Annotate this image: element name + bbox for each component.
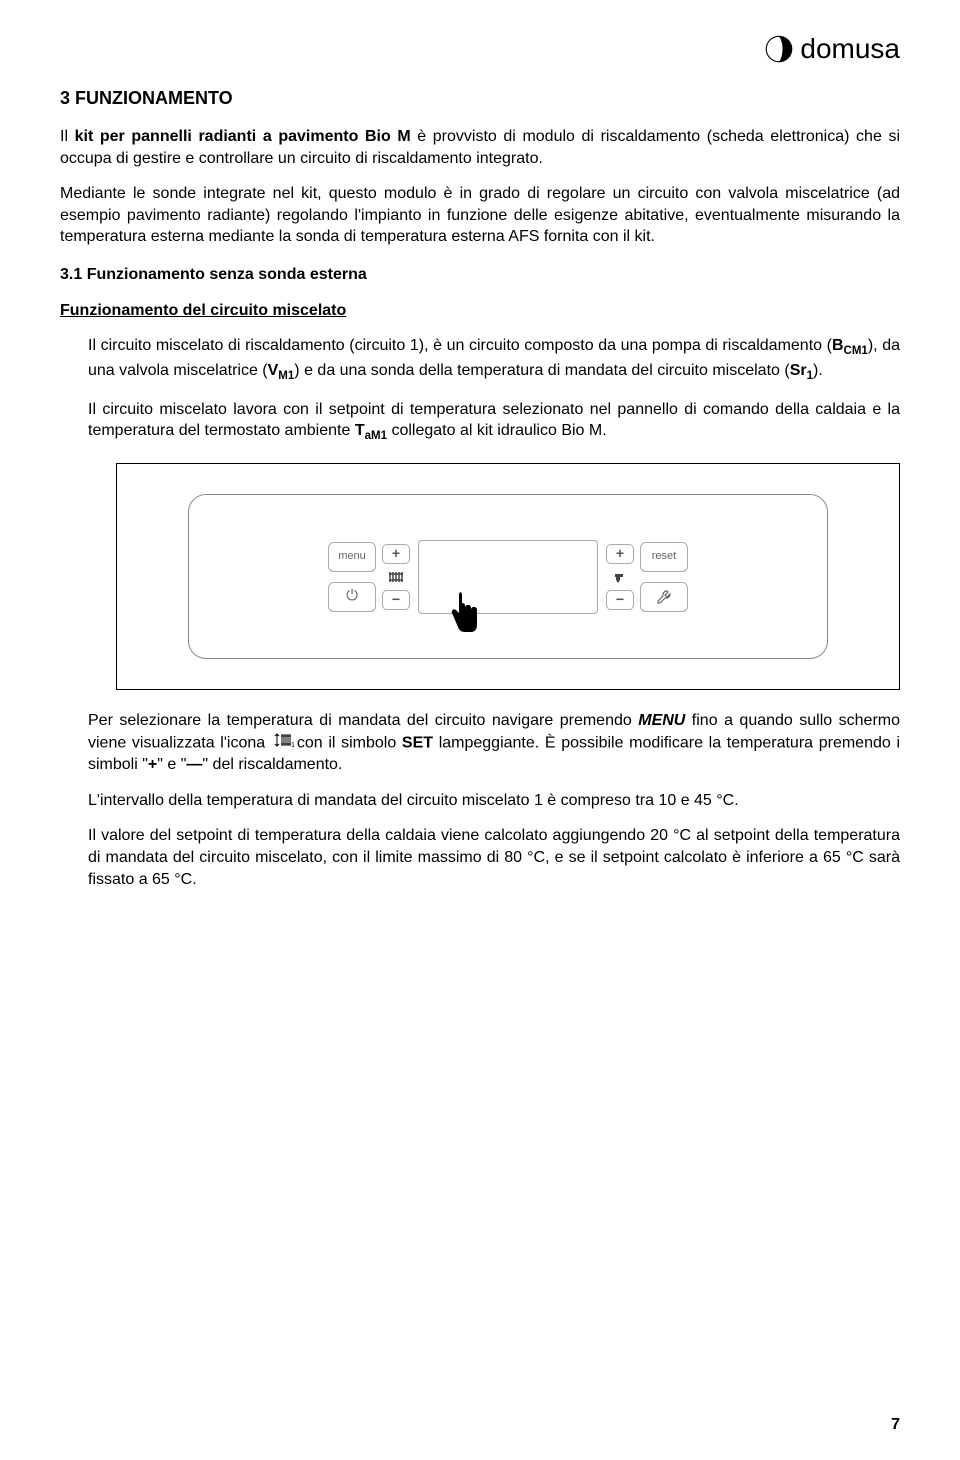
- button-group-left: menu ⏻: [328, 542, 376, 612]
- paragraph-1: Il kit per pannelli radianti a pavimento…: [60, 126, 900, 169]
- subscript: aM1: [365, 430, 387, 442]
- header: domusa: [60, 30, 900, 68]
- section-title: 3 FUNZIONAMENTO: [60, 86, 900, 110]
- service-button[interactable]: [640, 582, 688, 612]
- pointing-hand-icon: [444, 590, 484, 642]
- dhw-minus-button[interactable]: −: [606, 590, 634, 610]
- subscript: CM1: [844, 345, 868, 357]
- text: " e ": [157, 756, 186, 773]
- paragraph-2: Mediante le sonde integrate nel kit, que…: [60, 183, 900, 248]
- power-button[interactable]: ⏻: [328, 582, 376, 612]
- minus-symbol: —: [186, 756, 202, 773]
- radiator-inline-icon: 1: [273, 732, 295, 755]
- heat-adjust-column: + −: [382, 544, 410, 610]
- text: ) e da una sonda della temperatura di ma…: [294, 362, 789, 379]
- text: con il simbolo: [297, 734, 402, 751]
- indent-para-2: Il circuito miscelato lavora con il setp…: [88, 399, 900, 445]
- indent-para-4: L'intervallo della temperatura di mandat…: [88, 790, 900, 812]
- menu-button[interactable]: menu: [328, 542, 376, 572]
- text: Il: [60, 128, 75, 145]
- radiator-icon: [387, 566, 405, 588]
- kit-name: kit per pannelli radianti a pavimento Bi…: [75, 128, 411, 145]
- symbol: V: [268, 362, 279, 379]
- indent-para-3: Per selezionare la temperatura di mandat…: [88, 710, 900, 776]
- heat-plus-button[interactable]: +: [382, 544, 410, 564]
- logo: domusa: [764, 30, 900, 68]
- heat-minus-button[interactable]: −: [382, 590, 410, 610]
- control-panel: menu ⏻ + − + −: [188, 494, 828, 659]
- dhw-plus-button[interactable]: +: [606, 544, 634, 564]
- indented-content: Il circuito miscelato di riscaldamento (…: [88, 335, 900, 890]
- set-keyword: SET: [402, 734, 433, 751]
- svg-text:1: 1: [291, 742, 295, 748]
- page-number: 7: [891, 1414, 900, 1436]
- reset-button[interactable]: reset: [640, 542, 688, 572]
- logo-icon: [764, 34, 794, 64]
- menu-keyword: MENU: [638, 712, 685, 729]
- text: Il circuito miscelato di riscaldamento (…: [88, 337, 832, 354]
- text: Per selezionare la temperatura di mandat…: [88, 712, 638, 729]
- indent-para-1: Il circuito miscelato di riscaldamento (…: [88, 335, 900, 384]
- symbol: Sr: [790, 362, 807, 379]
- subsection-title: 3.1 Funzionamento senza sonda esterna: [60, 264, 900, 286]
- logo-text: domusa: [800, 30, 900, 68]
- symbol: B: [832, 337, 844, 354]
- symbol: T: [355, 422, 365, 439]
- subsubsection-title: Funzionamento del circuito miscelato: [60, 300, 900, 322]
- text: collegato al kit idraulico Bio M.: [387, 422, 607, 439]
- indent-para-5: Il valore del setpoint di temperatura de…: [88, 825, 900, 890]
- plus-symbol: +: [148, 756, 157, 773]
- text: ).: [813, 362, 823, 379]
- text: " del riscaldamento.: [202, 756, 342, 773]
- subscript: M1: [278, 370, 294, 382]
- dhw-adjust-column: + −: [606, 544, 634, 610]
- button-group-right: reset: [640, 542, 688, 612]
- tap-icon: [611, 566, 629, 588]
- control-panel-figure: menu ⏻ + − + −: [116, 463, 900, 690]
